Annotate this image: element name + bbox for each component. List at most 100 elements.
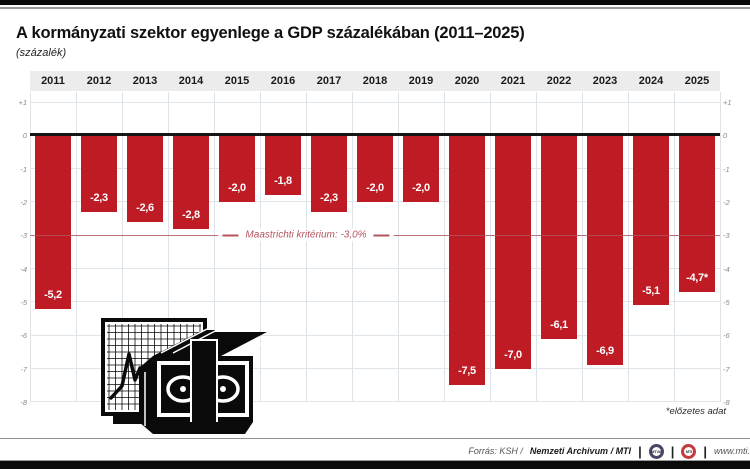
y-tick-label: -3 (20, 231, 27, 241)
bar-value-label: -6,9 (596, 345, 614, 358)
y-tick-label: -8 (20, 397, 27, 407)
bar (81, 135, 117, 212)
bar-value-label: -4,7* (686, 271, 708, 284)
year-label: 2019 (408, 75, 434, 87)
footer-url: www.mti.hu (713, 446, 750, 456)
reference-dash (373, 234, 390, 237)
bar (35, 135, 71, 309)
top-rule (0, 7, 750, 9)
gridline-vertical (306, 92, 307, 402)
bar-value-label: -2,6 (136, 201, 154, 214)
maastricht-reference-label: Maastrichti kritérium: -3,0% (218, 228, 394, 242)
year-label: 2017 (316, 75, 342, 87)
gridline-vertical (444, 92, 445, 402)
bar (679, 135, 715, 292)
gridline-vertical (122, 92, 123, 402)
gridline-vertical (352, 92, 353, 402)
bar (265, 135, 301, 196)
bottom-black-bar (0, 461, 750, 469)
year-label: 2021 (500, 75, 526, 87)
gridline-vertical (490, 92, 491, 402)
gridline-vertical (214, 92, 215, 402)
bar-value-label: -5,2 (44, 288, 62, 301)
gridline-vertical (674, 92, 675, 402)
footer-divider: | (638, 443, 642, 459)
gridline-vertical (582, 92, 583, 402)
y-tick-label: -4 (723, 264, 730, 274)
bar-value-label: -7,0 (504, 348, 522, 361)
zero-axis-line (30, 133, 720, 137)
y-tick-label: -6 (723, 331, 730, 341)
bar (311, 135, 347, 212)
bar-value-label: -5,1 (642, 285, 660, 298)
year-label: 2011 (41, 75, 65, 87)
bar-value-label: -1,8 (274, 175, 292, 188)
y-tick-label: 0 (723, 131, 728, 141)
y-tick-label: -7 (723, 364, 730, 374)
top-black-bar (0, 0, 750, 5)
gridline-vertical (720, 92, 721, 402)
bar-value-label: -6,1 (550, 318, 568, 331)
year-label: 2025 (684, 75, 710, 87)
page-subtitle: (százalék) (16, 47, 67, 59)
bar (587, 135, 623, 366)
gridline-horizontal (30, 368, 720, 370)
reference-dash (222, 234, 239, 237)
bar (403, 135, 439, 202)
bar (495, 135, 531, 369)
y-tick-label: -6 (20, 331, 27, 341)
gridline-horizontal (30, 268, 720, 270)
y-tick-label: -7 (20, 364, 27, 374)
year-label: 2023 (592, 75, 618, 87)
year-label: 2022 (546, 75, 572, 87)
bar (633, 135, 669, 306)
chart-and-money-illustration (101, 318, 268, 435)
bar-value-label: -2,0 (412, 181, 430, 194)
y-tick-label: -3 (723, 231, 730, 241)
x-axis-year-labels: 2011 2012 2013 2014 2015 2016 2017 2018 2019 2020… (30, 71, 720, 91)
gridline-vertical (536, 92, 537, 402)
gridline-vertical (260, 92, 261, 402)
footer-divider: | (703, 443, 707, 459)
mtva-logo-icon: MTVA (648, 443, 664, 459)
bar-value-label: -2,0 (366, 181, 384, 194)
y-axis-left: +1 0 -1 -2 -3 -4 -5 -6 -7 -8 (1, 92, 27, 407)
y-tick-label: -2 (723, 197, 730, 207)
year-label: 2020 (454, 75, 480, 87)
bar (173, 135, 209, 229)
source-names: Nemzeti Archivum / MTI (529, 446, 632, 456)
y-tick-label: -1 (723, 164, 730, 174)
year-label: 2016 (270, 75, 296, 87)
footer-divider: | (670, 443, 675, 459)
gridline-vertical (168, 92, 169, 402)
mtva-logo-text: MTVA (651, 448, 662, 454)
gridline-vertical (76, 92, 77, 402)
preliminary-data-footnote: *előzetes adat (665, 406, 726, 417)
year-label: 2013 (132, 75, 158, 87)
y-tick-label: +1 (18, 98, 27, 107)
gridline-horizontal (30, 334, 720, 336)
y-tick-label: -5 (723, 297, 730, 307)
gridline-horizontal (30, 101, 720, 103)
bar (357, 135, 393, 202)
y-tick-label: -4 (20, 264, 27, 274)
gridline-horizontal (30, 201, 720, 203)
gridline-horizontal (30, 301, 720, 303)
bar-value-label: -2,0 (228, 181, 246, 194)
gridline-horizontal (30, 401, 720, 403)
bar-value-label: -2,3 (90, 191, 108, 204)
bar (449, 135, 485, 386)
mti-logo-text: MTI (685, 448, 693, 454)
year-label: 2015 (224, 75, 250, 87)
gridline-vertical (398, 92, 399, 402)
year-label: 2012 (86, 75, 112, 87)
gridline-vertical (628, 92, 629, 402)
maastricht-label-text: Maastrichti kritérium: -3,0% (245, 229, 367, 241)
bottom-rule (0, 460, 750, 461)
bar-value-label: -2,3 (320, 191, 338, 204)
y-axis-right: +1 0 -1 -2 -3 -4 -5 -6 -7 -8 (723, 92, 749, 407)
bar (219, 135, 255, 202)
y-tick-label: -8 (723, 397, 730, 407)
year-label: 2018 (362, 75, 388, 87)
